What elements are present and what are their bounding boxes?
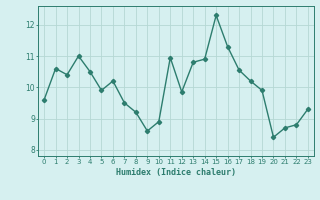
X-axis label: Humidex (Indice chaleur): Humidex (Indice chaleur) <box>116 168 236 177</box>
